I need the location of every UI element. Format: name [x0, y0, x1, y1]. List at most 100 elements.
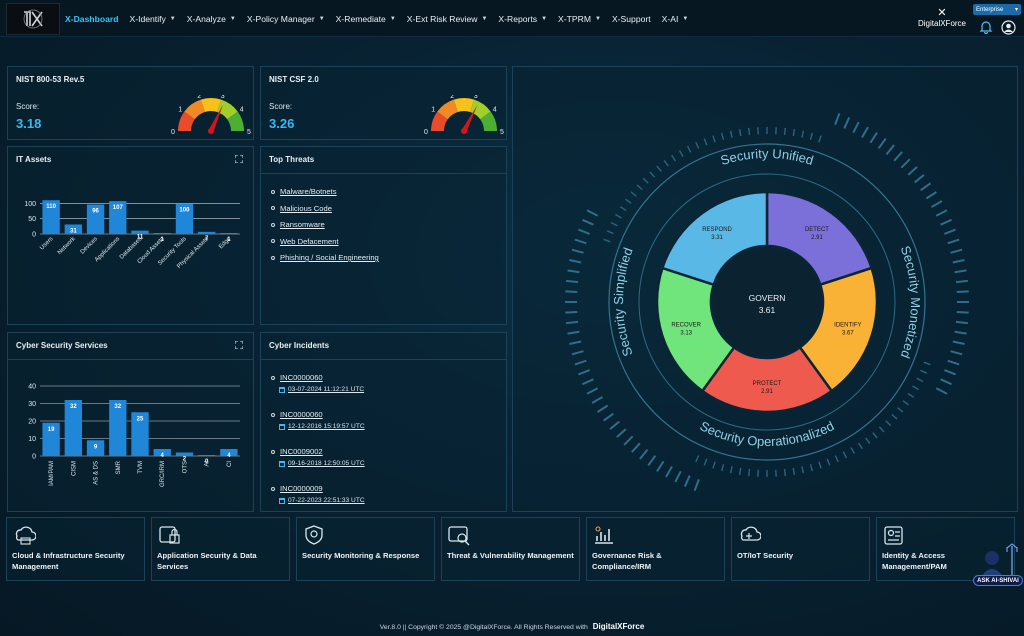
identity-card-icon [884, 526, 903, 545]
nav-x-remediate[interactable]: X-Remediate ▼ [336, 14, 396, 24]
threat-link[interactable]: Ransomware [280, 220, 325, 229]
nav-x-policy-manager[interactable]: X-Policy Manager ▼ [247, 14, 325, 24]
company-logo[interactable] [6, 3, 60, 35]
tile-cloud-infrastructure-security-management[interactable]: Cloud & Infrastructure Security Manageme… [6, 517, 145, 581]
score-label: Score: [16, 102, 40, 111]
segment-respond [660, 190, 769, 287]
cloud-server-icon [15, 526, 36, 545]
ask-ai-button[interactable]: ASK AI-SHIVAI [973, 575, 1023, 586]
gauge-segment [453, 98, 475, 112]
inner-ring [638, 173, 896, 431]
calendar-icon [279, 460, 285, 467]
edition-select[interactable]: Enterprise ▾ [973, 4, 1021, 15]
threat-item[interactable]: Web Defacement [271, 237, 379, 246]
monitor-shield-icon [305, 525, 323, 545]
x-tick-label: Users [39, 236, 54, 251]
x-tick-label: OTS [182, 461, 188, 473]
threat-list: Malware/Botnets Malicious Code Ransomware W… [271, 187, 379, 270]
threat-link[interactable]: Malicious Code [280, 203, 332, 213]
tile-label: Cloud & Infrastructure Security Manageme… [12, 551, 125, 571]
bar-applications [109, 201, 127, 234]
gauge-hub [461, 128, 467, 134]
gauge-segment [470, 99, 491, 120]
tile-governance-risk-compliance-irm[interactable]: Governance Risk & Compliance/IRM [586, 517, 725, 581]
incident-item: INC0000009 07-22-2023 22:51:33 UTC [271, 484, 365, 504]
nav-x-support[interactable]: X-Support [612, 14, 651, 24]
caret-down-icon: ▼ [229, 15, 236, 22]
footer: Ver.8.0 || Copyright © 2025 @DigitalXFor… [0, 622, 1024, 631]
segment-label: RESPOND [702, 227, 732, 233]
notification-bell-icon[interactable] [979, 20, 993, 34]
ring-label-left: Security Simplified [611, 246, 636, 359]
caret-down-icon: ▼ [682, 15, 689, 22]
nav-x-ext-risk-review[interactable]: X-Ext Risk Review ▼ [407, 14, 488, 24]
incident-link[interactable]: INC0009002 [280, 447, 323, 456]
nav-label: X-Ext Risk Review [406, 13, 478, 24]
incident-link[interactable]: INC0000060 [280, 410, 323, 419]
segment-label: PROTECT [753, 381, 782, 387]
bar-security-tools [175, 203, 194, 234]
center-label: GOVERN [749, 293, 786, 303]
bullet-icon [271, 206, 275, 210]
center-circle [713, 248, 821, 356]
caret-down-icon: ▼ [169, 15, 176, 22]
outer-tick-ring [565, 113, 969, 491]
incident-link[interactable]: INC0000060 [280, 373, 323, 382]
gauge-tick-label: 4 [493, 107, 497, 114]
nav-x-identify[interactable]: X-Identify ▼ [129, 14, 175, 24]
tile-identity-access-management-pam[interactable]: Identity & Access Management/PAM [876, 517, 1015, 581]
threat-item[interactable]: Malware/Botnets [271, 187, 379, 196]
nav-x-analyze[interactable]: X-Analyze ▼ [187, 14, 236, 24]
x-tick-label: CI [227, 461, 233, 467]
incident-link[interactable]: INC0000009 [280, 484, 323, 493]
threat-link[interactable]: Web Defacement [280, 236, 339, 246]
expand-icon[interactable] [235, 155, 243, 163]
nav-label: X-Identify [129, 13, 166, 24]
gauge-needle [461, 105, 478, 133]
footer-brand: DigitalXForce [592, 622, 645, 631]
nav-label: X-Analyze [186, 13, 226, 24]
tile-label: Application Security & Data Services [157, 551, 257, 571]
threat-item[interactable]: Ransomware [271, 220, 379, 229]
tile-threat-vulnerability-management[interactable]: Threat & Vulnerability Management [441, 517, 580, 581]
threat-item[interactable]: Malicious Code [271, 204, 379, 213]
y-tick-label: 40 [28, 384, 36, 391]
segment-value: 3.13 [680, 330, 692, 336]
bar-value-label: 107 [113, 205, 124, 211]
x-tick-label: TVM [138, 461, 144, 474]
panel-title: IT Assets [16, 155, 52, 164]
nav-label: X-Support [611, 13, 651, 24]
tile-application-security-data-services[interactable]: Application Security & Data Services [151, 517, 290, 581]
y-tick-label: 0 [32, 454, 36, 461]
bar-value-label: 2 [183, 457, 187, 463]
cyber-incidents-panel: Cyber Incidents INC0000060 03-07-2024 11:… [260, 332, 507, 512]
incident-id-row: INC0000060 [271, 410, 365, 419]
nav-x-ai[interactable]: X-AI ▼ [662, 14, 689, 24]
user-profile-icon[interactable] [1001, 20, 1016, 35]
bar-value-label: 32 [70, 404, 77, 410]
brand-mark-icon: ✕ [937, 7, 947, 19]
ring-label-bottom: Security Operationalized [698, 418, 837, 449]
nav-x-dashboard[interactable]: X-Dashboard [65, 14, 118, 24]
threat-link[interactable]: Malware/Botnets [280, 187, 337, 196]
x-tick-label: Network [57, 235, 78, 256]
tile-security-monitoring-response[interactable]: Security Monitoring & Response [296, 517, 435, 581]
bullet-icon [271, 486, 275, 491]
brand-name: DigitalXForce [917, 19, 966, 28]
incident-date-row: 03-07-2024 11:12:21 UTC [279, 386, 364, 393]
caret-down-icon: ▼ [594, 15, 601, 22]
y-tick-label: 20 [28, 419, 36, 426]
nav-x-tprm[interactable]: X-TPRM ▼ [558, 14, 601, 24]
gauge-tick-label: 3 [474, 95, 478, 100]
threat-item[interactable]: Phishing / Social Engineering [271, 253, 379, 262]
expand-icon[interactable] [235, 341, 243, 349]
threat-link[interactable]: Phishing / Social Engineering [280, 253, 379, 262]
outer-ring [608, 143, 926, 461]
segment-label: RECOVER [671, 322, 701, 328]
incident-item: INC0009002 09-16-2018 12:50:05 UTC [271, 447, 365, 467]
nav-x-reports[interactable]: X-Reports ▼ [498, 14, 547, 24]
nist-800-53-panel: NIST 800-53 Rev.5 Score: 3.18 0 1 2 3 4 5 [7, 66, 254, 140]
tile-ot-iot-security[interactable]: OT/IoT Security [731, 517, 870, 581]
incident-date: 03-07-2024 11:12:21 UTC [288, 386, 365, 393]
